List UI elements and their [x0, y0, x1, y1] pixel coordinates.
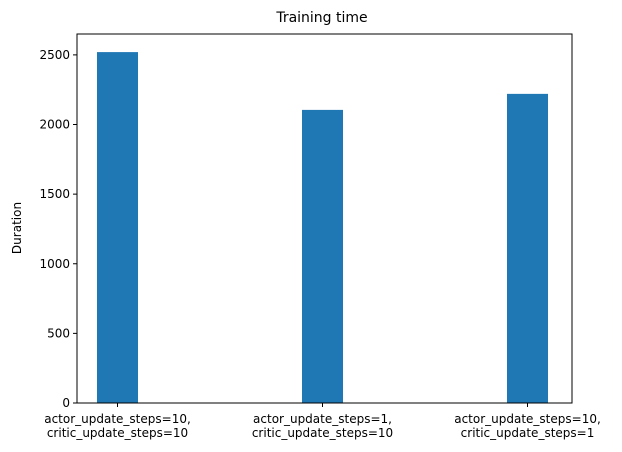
x-tick-label-3: actor_update_steps=10, critic_update_step… — [454, 412, 601, 440]
bars-layer — [97, 52, 548, 404]
x-tick-label-2: actor_update_steps=1, critic_update_steps… — [252, 412, 393, 440]
y-tick-label-1000: 1000 — [39, 257, 70, 271]
y-tick-label-1500: 1500 — [39, 187, 70, 201]
x-tick-label-1: actor_update_steps=10, critic_update_step… — [44, 412, 191, 440]
bar-1 — [97, 52, 138, 403]
y-tick-label-0: 0 — [62, 396, 70, 410]
y-tick-label-500: 500 — [47, 326, 70, 340]
chart-title: Training time — [275, 10, 367, 26]
y-tick-label-2500: 2500 — [39, 48, 70, 62]
y-axis-label: Duration — [10, 202, 24, 254]
ticks-layer: actor_update_steps=10, critic_update_step… — [39, 48, 600, 440]
bar-2 — [302, 109, 343, 404]
y-tick-label-2000: 2000 — [39, 118, 70, 132]
bar-3 — [507, 93, 548, 403]
plot-area-frame — [76, 33, 573, 404]
